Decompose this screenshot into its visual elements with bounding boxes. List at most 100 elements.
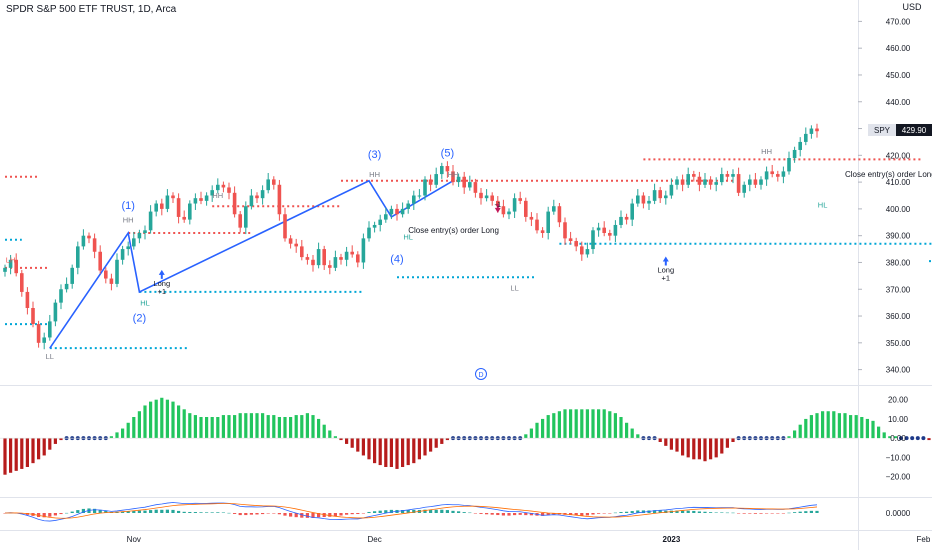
- histogram-bar: [793, 430, 797, 439]
- macd-bar: [703, 511, 707, 513]
- zero-dot: [910, 436, 915, 441]
- histogram-bar: [165, 399, 169, 439]
- candle-body: [81, 235, 86, 247]
- histogram-bar: [423, 438, 427, 456]
- signal-label: +1: [158, 287, 167, 296]
- macd-bar: [42, 513, 46, 518]
- macd-bar: [272, 513, 276, 514]
- candle-body: [552, 206, 556, 212]
- osc-tick-label: 20.00: [888, 396, 909, 405]
- candle-body: [596, 227, 601, 231]
- macd-bar: [160, 509, 164, 513]
- macd-bar: [266, 513, 270, 514]
- wave-label: (5): [441, 148, 454, 160]
- macd-bar: [585, 513, 589, 516]
- candle-body: [389, 208, 394, 215]
- histogram-bar: [787, 436, 791, 439]
- elliott-wave: (1) (2) (3) (4) (5): [49, 148, 454, 349]
- candle-body: [176, 198, 181, 217]
- histogram-bar: [524, 434, 528, 439]
- price-tick-label: 370.00: [886, 285, 911, 294]
- histogram-bar: [613, 413, 617, 439]
- macd-bar: [317, 513, 321, 518]
- candle-body: [731, 174, 735, 177]
- macd-bar: [473, 513, 477, 514]
- candle-body: [462, 176, 466, 188]
- candle-body: [720, 174, 724, 183]
- macd-bar: [249, 513, 253, 515]
- histogram-bar: [221, 415, 225, 439]
- candle-body: [311, 259, 315, 266]
- macd-bar: [781, 513, 785, 514]
- candle-body: [154, 203, 158, 212]
- macd-bar: [81, 508, 85, 513]
- histogram-bar: [720, 438, 724, 454]
- macd-bar: [345, 513, 349, 515]
- candle-body: [669, 184, 674, 196]
- histogram-bar: [434, 438, 438, 448]
- candle-body: [524, 200, 528, 217]
- histogram-bar: [345, 438, 349, 444]
- histogram-bar: [205, 417, 209, 439]
- histogram-bar: [557, 411, 561, 439]
- macd-bar: [809, 510, 813, 513]
- histogram-bar: [182, 409, 186, 439]
- candle-body: [372, 224, 377, 228]
- badge-value-box: [896, 124, 932, 136]
- candle-body: [109, 278, 114, 284]
- macd-bar: [221, 512, 225, 513]
- histogram-bar: [535, 422, 539, 439]
- macd-bar: [93, 508, 97, 513]
- macd-bar: [261, 513, 265, 515]
- candle-body: [574, 241, 578, 247]
- macd-bar: [440, 509, 444, 513]
- macd-bar: [104, 510, 108, 513]
- candle-body: [20, 273, 24, 292]
- macd-bar: [625, 511, 629, 513]
- histogram-bar: [429, 438, 433, 452]
- macd-bar: [76, 510, 80, 513]
- histogram-bar: [384, 438, 388, 467]
- candle-body: [624, 216, 629, 220]
- candle-body: [59, 289, 63, 303]
- chart-title: SPDR S&P 500 ETF TRUST, 1D, Arca: [6, 4, 177, 15]
- candle-body: [529, 216, 534, 220]
- histogram-bar: [417, 438, 421, 460]
- candle-body: [356, 254, 360, 263]
- candle-body: [272, 179, 276, 185]
- histogram-bar: [48, 438, 52, 450]
- macd-bar: [580, 513, 584, 516]
- macd-bar: [630, 511, 634, 513]
- candle-body: [14, 259, 18, 274]
- histogram-bar: [294, 415, 298, 439]
- signal-line: [4, 503, 818, 519]
- candle-body: [591, 230, 595, 250]
- price-tick-label: 390.00: [886, 232, 911, 241]
- macd-bar: [311, 513, 315, 518]
- histogram-bar: [541, 418, 545, 439]
- candle-body: [400, 208, 405, 215]
- macd-bar: [804, 511, 808, 513]
- histogram-bar: [244, 413, 248, 439]
- candle-body: [748, 179, 752, 185]
- signal-label: Long: [657, 265, 674, 274]
- candle-body: [568, 238, 573, 242]
- macd-bar: [188, 511, 192, 513]
- macd-bar: [389, 509, 393, 513]
- macd-bar: [255, 513, 259, 515]
- price-tick-label: 440.00: [886, 98, 911, 107]
- macd-bar: [501, 513, 505, 516]
- osc-tick-label: −20.00: [886, 473, 911, 482]
- histogram-bar: [546, 415, 550, 439]
- macd-bar: [367, 511, 371, 513]
- histogram-bar: [412, 438, 416, 464]
- macd-bar: [126, 511, 130, 513]
- candle-body: [697, 176, 702, 185]
- histogram-bar: [311, 415, 315, 439]
- histogram-bar: [686, 438, 690, 458]
- macd-bar: [165, 509, 169, 513]
- histogram-bar: [832, 411, 836, 439]
- candle-body: [776, 174, 780, 177]
- candle-body: [501, 206, 506, 215]
